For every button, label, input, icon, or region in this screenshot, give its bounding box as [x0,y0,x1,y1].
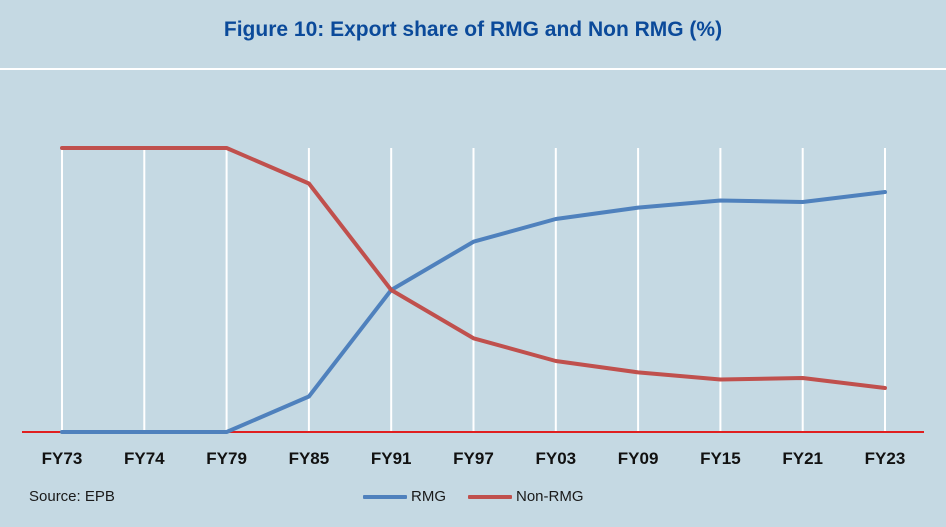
x-tick-label: FY09 [618,449,659,468]
x-tick-label: FY23 [865,449,906,468]
x-tick-label: FY97 [453,449,494,468]
chart-title: Figure 10: Export share of RMG and Non R… [223,18,723,41]
gridlines [61,148,886,432]
source-note: Source: EPB [29,488,115,505]
legend-label-non-rmg: Non-RMG [516,488,584,505]
legend-item-rmg: RMG [363,488,446,505]
x-tick-label: FY03 [535,449,576,468]
x-tick-labels: FY73 FY74 FY79 FY85 FY91 FY97 FY03 FY09 FY15 FY21… [42,449,906,468]
x-tick-label: FY74 [124,449,165,468]
legend-swatch-non-rmg [468,494,512,499]
series-line-non-rmg [60,146,887,390]
x-tick-label: FY85 [289,449,330,468]
x-tick-label: FY91 [371,449,412,468]
title-divider [0,68,946,70]
series-line-rmg [60,190,887,434]
x-tick-label: FY73 [42,449,83,468]
legend: RMG Non-RMG [363,488,606,505]
x-tick-label: FY21 [782,449,823,468]
series-lines [60,146,887,434]
x-tick-label: FY15 [700,449,741,468]
legend-swatch-rmg [363,494,407,499]
legend-label-rmg: RMG [411,488,446,505]
x-tick-label: FY79 [206,449,247,468]
legend-item-non-rmg: Non-RMG [468,488,584,505]
